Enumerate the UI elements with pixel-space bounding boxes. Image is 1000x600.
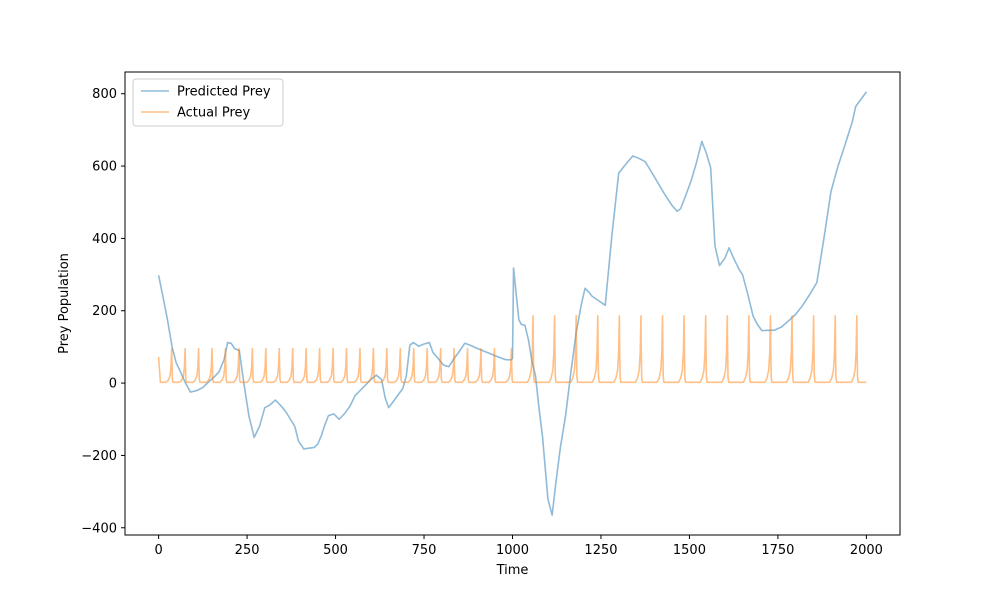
y-tick-label: 400 bbox=[92, 232, 117, 247]
x-tick-label: 250 bbox=[235, 543, 260, 558]
x-tick-label: 1250 bbox=[584, 543, 617, 558]
legend-label-actual: Actual Prey bbox=[177, 106, 251, 121]
y-tick-label: −400 bbox=[81, 521, 117, 536]
y-axis: −400 −200 0 200 400 600 800 bbox=[81, 87, 125, 536]
x-axis: 0 250 500 750 1000 1250 1500 1750 2000 bbox=[154, 535, 883, 558]
x-tick-label: 750 bbox=[412, 543, 437, 558]
y-tick-label: 200 bbox=[92, 304, 117, 319]
series-line-predicted bbox=[157, 91, 868, 516]
x-axis-label: Time bbox=[496, 563, 529, 578]
x-tick-label: 1000 bbox=[496, 543, 529, 558]
y-tick-label: 800 bbox=[92, 87, 117, 102]
legend: Predicted Prey Actual Prey bbox=[132, 78, 284, 127]
legend-box bbox=[132, 78, 284, 127]
x-tick-label: 2000 bbox=[850, 543, 883, 558]
y-tick-label: −200 bbox=[81, 449, 117, 464]
series-layer bbox=[157, 91, 868, 516]
x-tick-label: 0 bbox=[154, 543, 162, 558]
legend-label-predicted: Predicted Prey bbox=[177, 85, 271, 100]
x-tick-label: 500 bbox=[323, 543, 348, 558]
series-line-actual bbox=[157, 315, 867, 384]
y-axis-label: Prey Population bbox=[57, 253, 72, 354]
x-tick-label: 1500 bbox=[673, 543, 706, 558]
y-tick-label: 600 bbox=[92, 160, 117, 175]
x-tick-label: 1750 bbox=[761, 543, 794, 558]
y-tick-label: 0 bbox=[109, 377, 117, 392]
